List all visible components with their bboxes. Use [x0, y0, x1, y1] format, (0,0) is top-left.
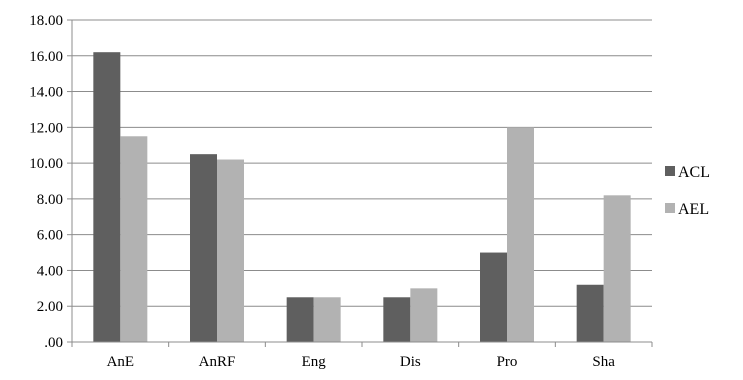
- x-tick-label: Sha: [592, 354, 615, 370]
- legend-swatch-acl: [665, 166, 675, 176]
- bar-ael-sha: [603, 195, 631, 342]
- axes: [71, 20, 652, 343]
- y-tick-label: 4.00: [37, 263, 63, 279]
- bar-ael-ane: [120, 136, 148, 342]
- x-tick-label: Pro: [497, 354, 518, 370]
- x-axis-ticks: AnE AnRF Eng Dis Pro Sha: [71, 342, 653, 370]
- bar-ael-anrf: [217, 159, 244, 342]
- x-tick-label: AnRF: [199, 354, 236, 370]
- y-tick-label: 8.00: [37, 192, 63, 208]
- y-axis-ticks: .00 2.00 4.00 6.00 8.00 10.00 12.00 14.00 16.00 1…: [29, 13, 72, 351]
- legend-swatch-ael: [665, 203, 675, 213]
- y-tick-label: 16.00: [29, 49, 63, 65]
- y-tick-label: 14.00: [29, 85, 63, 101]
- y-tick-label: 18.00: [29, 13, 63, 29]
- bar-acl-anrf: [190, 154, 217, 342]
- legend-label-acl: ACL: [678, 164, 710, 181]
- y-tick-label: 6.00: [37, 228, 63, 244]
- bar-acl-ane: [93, 52, 121, 342]
- x-tick-label: AnE: [107, 354, 135, 370]
- x-tick-label: Eng: [302, 354, 327, 370]
- bars: [93, 52, 631, 342]
- legend-label-ael: AEL: [678, 201, 709, 218]
- bar-acl-sha: [576, 284, 604, 342]
- legend: ACL AEL: [665, 164, 710, 218]
- y-tick-label: .00: [44, 335, 63, 351]
- y-tick-label: 12.00: [29, 120, 63, 136]
- bar-ael-dis: [410, 288, 438, 342]
- bar-acl-pro: [480, 252, 507, 342]
- y-tick-label: 2.00: [37, 299, 63, 315]
- y-tick-label: 10.00: [29, 156, 63, 172]
- bar-acl-dis: [383, 297, 411, 342]
- bar-ael-eng: [313, 297, 341, 342]
- bar-acl-eng: [286, 297, 314, 342]
- x-tick-label: Dis: [400, 354, 421, 370]
- bar-ael-pro: [507, 127, 534, 342]
- gridlines: [72, 19, 652, 307]
